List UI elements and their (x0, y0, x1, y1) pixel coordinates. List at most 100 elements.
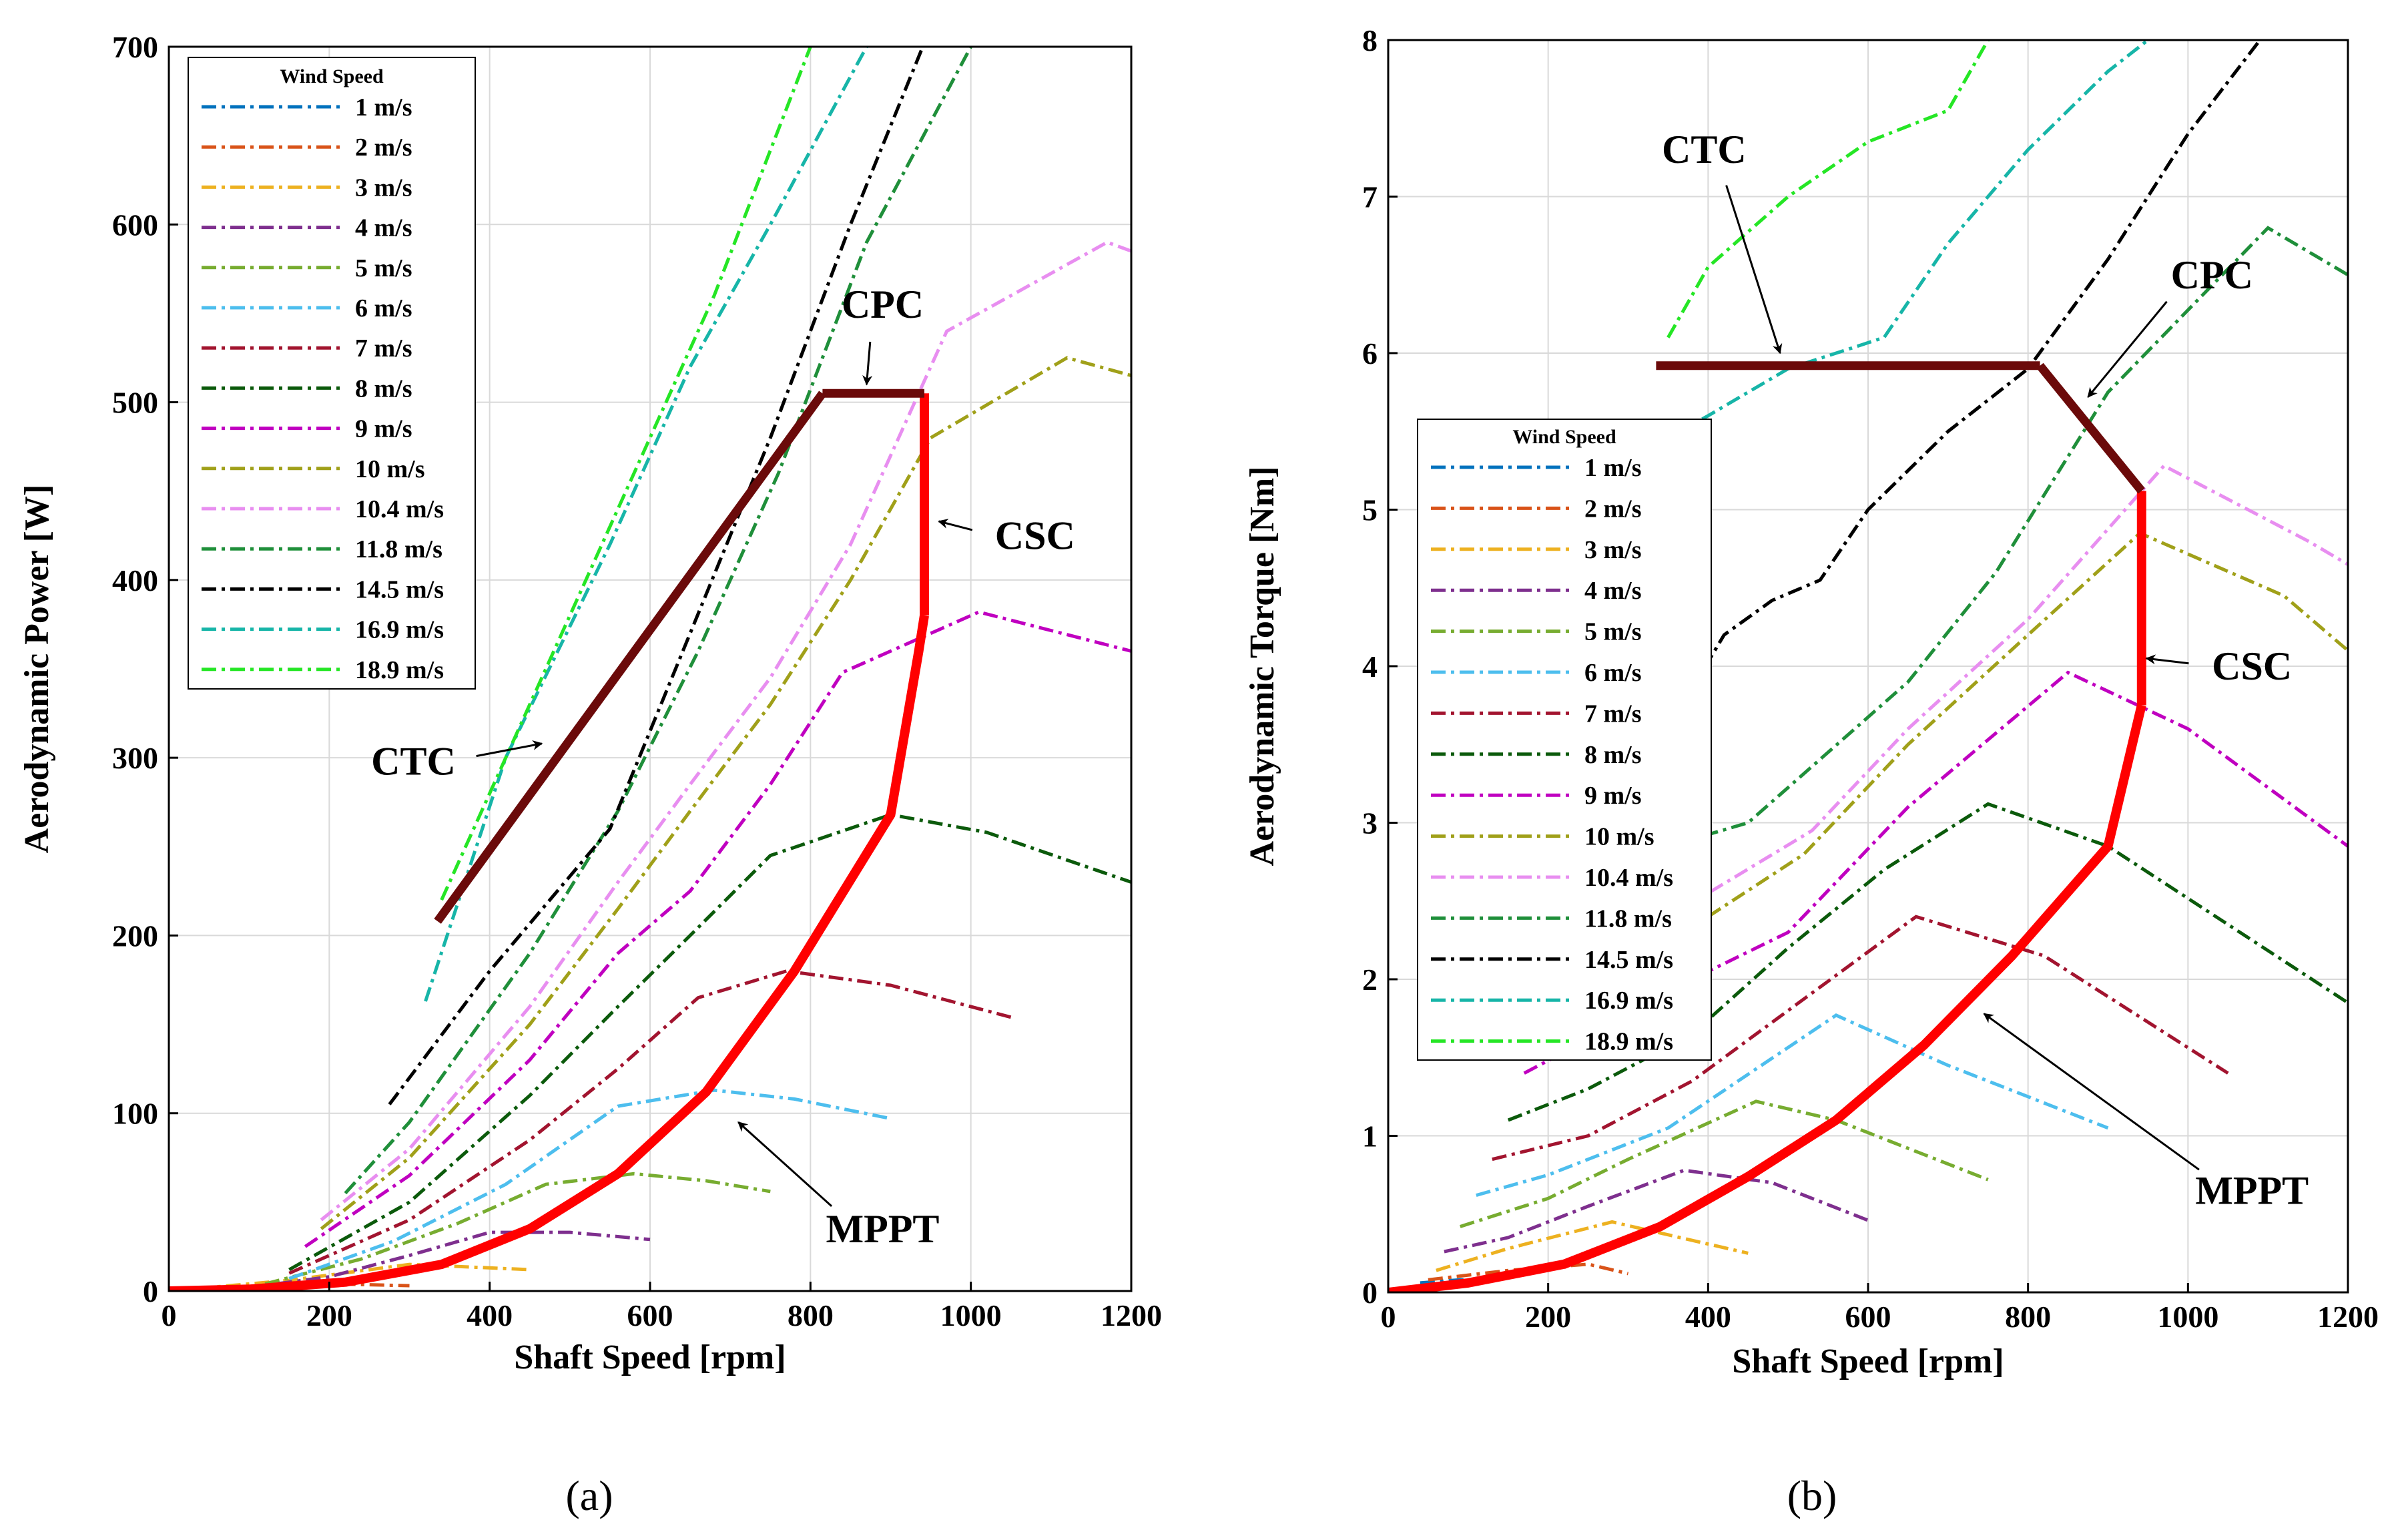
y-axis-label: Aerodynamic Torque [Nm] (1243, 467, 1281, 866)
annotation-csc: CSC (995, 513, 1075, 557)
legend-entry-label: 10 m/s (1584, 823, 1654, 851)
legend-entry-label: 8 m/s (355, 374, 412, 403)
control-curve-cpc (2036, 362, 2145, 494)
x-tick-label: 600 (627, 1298, 673, 1332)
legend-entry-label: 7 m/s (355, 334, 412, 362)
control-curve-ctc (434, 391, 826, 924)
caption-b: (b) (1787, 1472, 1837, 1519)
y-axis-label: Aerodynamic Power [W] (18, 485, 56, 854)
x-tick-label: 1000 (2157, 1300, 2218, 1334)
legend-entry-label: 16.9 m/s (355, 616, 444, 644)
series-line-10-4-m-s (320, 240, 1131, 1222)
legend-entry-label: 7 m/s (1584, 700, 1642, 728)
series-line-16-9-m-s (424, 47, 868, 1002)
series-line-10-m-s (320, 356, 1131, 1230)
x-tick-label: 0 (162, 1298, 177, 1332)
legend-a: Wind Speed 1 m/s 2 m/s 3 m/s 4 m/s 5 m/s 6 m/s… (188, 57, 476, 690)
x-tick-label: 1200 (2317, 1300, 2379, 1334)
y-tick-label: 3 (1362, 806, 1378, 840)
series-line-9-m-s (1523, 670, 2348, 1075)
legend-entry-label: 9 m/s (355, 415, 412, 443)
annotation-arrow-csc (2145, 654, 2189, 665)
legend-entry-label: 8 m/s (1584, 741, 1642, 769)
legend-title: Wind Speed (280, 65, 384, 87)
series-line-10-m-s (1539, 531, 2348, 1028)
x-tick-label: 400 (1685, 1300, 1731, 1334)
legend-title: Wind Speed (1512, 426, 1616, 448)
x-tick-label: 600 (1845, 1300, 1891, 1334)
y-tick-label: 200 (112, 919, 158, 953)
series-line-18-9-m-s (440, 47, 812, 901)
legend-entry-label: 6 m/s (355, 294, 412, 322)
legend-entry-label: 1 m/s (1584, 454, 1642, 482)
series-line-8-m-s (288, 812, 1131, 1272)
series-line-4-m-s (1444, 1168, 1869, 1254)
annotation-arrow-ctc (1725, 185, 1783, 354)
y-tick-label: 600 (112, 208, 158, 242)
legend-entry-label: 2 m/s (355, 134, 412, 162)
legend-entry-label: 4 m/s (355, 214, 412, 242)
chart-a-power: 0 200 400 600 800 1000 1200 0 100 200 300 400 500 600… (18, 30, 1162, 1376)
x-tick-label: 400 (467, 1298, 513, 1332)
annotation-ctc: CTC (1662, 127, 1747, 172)
legend-entry-label: 18.9 m/s (355, 656, 444, 684)
y-tick-label: 0 (143, 1274, 158, 1308)
legend-entry-label: 10.4 m/s (1584, 864, 1673, 892)
annotation-mppt: MPPT (826, 1207, 940, 1251)
legend-entry-label: 14.5 m/s (355, 575, 444, 603)
x-axis-label: Shaft Speed [rpm] (1732, 1342, 2004, 1380)
legend-entry-label: 14.5 m/s (1584, 946, 1673, 974)
series-line-6-m-s (1476, 1013, 2109, 1198)
series-line-6-m-s (288, 1088, 891, 1280)
legend-entry-label: 10 m/s (355, 455, 425, 483)
series-line-11-8-m-s (344, 47, 972, 1195)
annotation-cpc: CPC (842, 282, 924, 326)
control-curve-mppt (1388, 704, 2146, 1292)
x-tick-label: 1200 (1101, 1298, 1162, 1332)
legend-entry-label: 4 m/s (1584, 577, 1642, 605)
legend-box (1417, 419, 1712, 1061)
series-line-9-m-s (304, 610, 1131, 1248)
legend-entry-label: 16.9 m/s (1584, 987, 1673, 1015)
series-line-8-m-s (1507, 802, 2348, 1122)
y-tick-label: 500 (112, 386, 158, 420)
legend-box (188, 57, 476, 690)
series-group-a (169, 47, 1131, 1291)
x-tick-label: 800 (2005, 1300, 2051, 1334)
legend-entry-label: 1 m/s (355, 93, 412, 121)
legend-entry-label: 6 m/s (1584, 659, 1642, 687)
y-tick-label: 2 (1362, 963, 1378, 997)
legend-entry-label: 3 m/s (1584, 536, 1642, 564)
annotation-csc: CSC (2212, 644, 2292, 688)
legend-entry-label: 11.8 m/s (355, 535, 442, 563)
annotation-arrow-ctc (476, 740, 543, 758)
y-tick-label: 5 (1362, 493, 1378, 527)
x-tick-label: 200 (306, 1298, 352, 1332)
x-axis-label: Shaft Speed [rpm] (514, 1338, 786, 1376)
x-tick-label: 1000 (940, 1298, 1002, 1332)
series-line-4-m-s (248, 1230, 651, 1290)
legend-entry-label: 10.4 m/s (355, 495, 444, 523)
y-tick-label: 400 (112, 563, 158, 597)
y-tick-label: 700 (112, 30, 158, 64)
series-line-16-9-m-s (1651, 40, 2149, 449)
series-line-5-m-s (264, 1172, 771, 1286)
series-line-3-m-s (1436, 1220, 1749, 1272)
legend-entry-label: 5 m/s (1584, 618, 1642, 646)
legend-entry-label: 3 m/s (355, 174, 412, 202)
series-line-7-m-s (1492, 915, 2229, 1162)
y-tick-label: 0 (1362, 1276, 1378, 1310)
x-tick-label: 200 (1525, 1300, 1571, 1334)
annotation-arrow-cpc (2087, 300, 2168, 398)
y-tick-label: 1 (1362, 1119, 1378, 1154)
annotation-arrow-mppt (737, 1121, 833, 1208)
y-tick-label: 4 (1362, 650, 1378, 684)
caption-a: (a) (565, 1472, 613, 1519)
y-tick-label: 300 (112, 741, 158, 775)
series-group-b (1388, 40, 2348, 1292)
series-line-10-4-m-s (1547, 463, 2348, 1012)
legend-entry-label: 18.9 m/s (1584, 1028, 1673, 1056)
y-tick-label: 7 (1362, 180, 1378, 214)
annotation-cpc: CPC (2171, 253, 2253, 297)
legend-entry-label: 5 m/s (355, 254, 412, 282)
